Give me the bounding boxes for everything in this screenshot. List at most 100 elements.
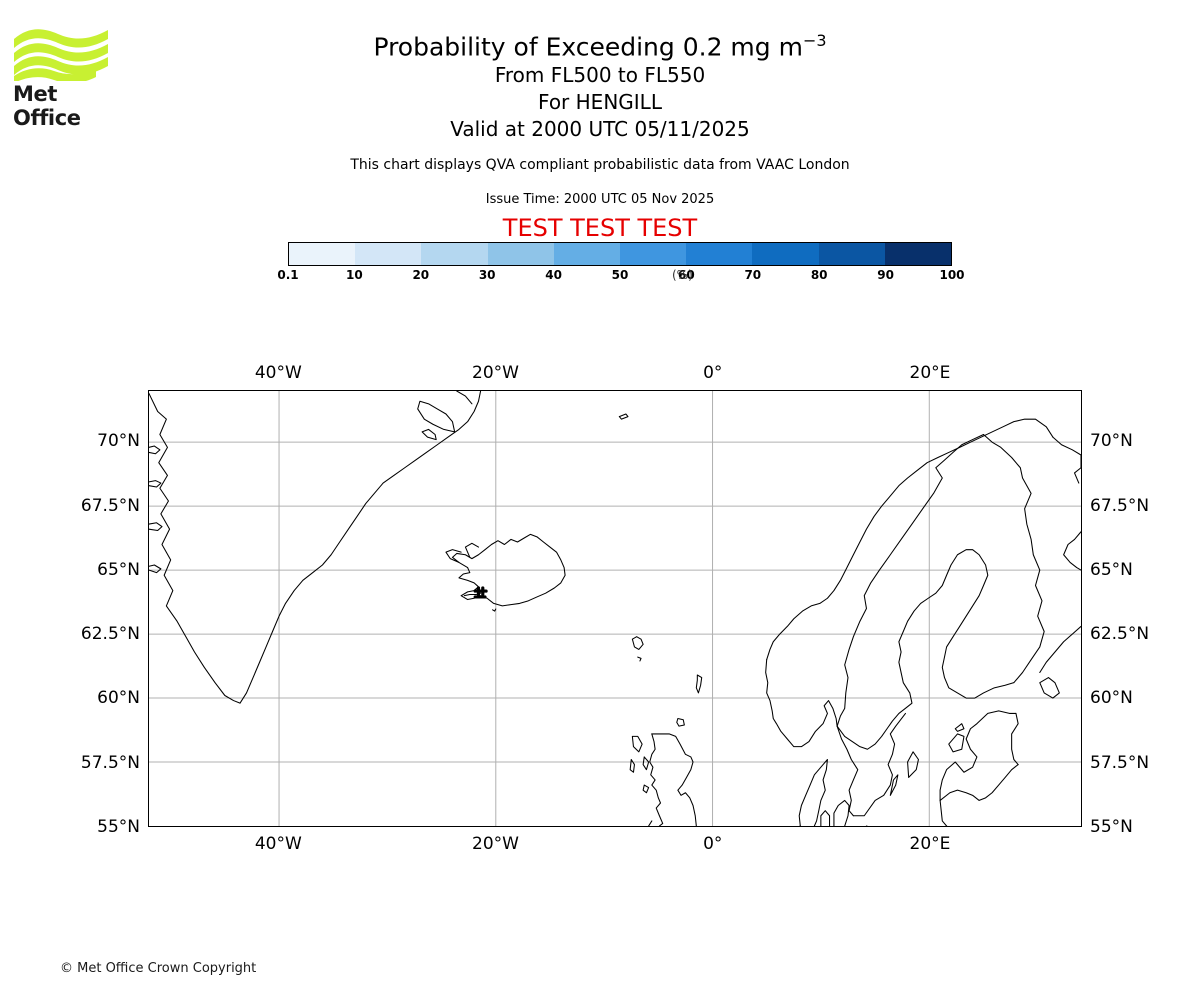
lon-label-bottom-40°W: 40°W (254, 834, 302, 854)
page-title: Probability of Exceeding 0.2 mg m−3 (0, 26, 1200, 62)
colorbar-tick-40: 40 (545, 268, 562, 282)
lat-label-left-60°N: 60°N (97, 688, 140, 709)
coastline-russia-ladoga (1039, 677, 1060, 699)
coastline-hebrides-1 (631, 735, 643, 753)
test-banner: TEST TEST TEST (502, 214, 698, 242)
lat-label-right-62.5°N: 62.5°N (1090, 624, 1150, 645)
map-gridlines (149, 391, 1081, 826)
logo-wave-4 (14, 68, 96, 81)
description-line: This chart displays QVA compliant probab… (350, 157, 850, 173)
colorbar-tick-labels: 0.1 10 20 30 40 50 60 70 80 90 100 (277, 268, 964, 284)
coastline-faroe-2 (637, 656, 642, 662)
valid-time-line: Valid at 2000 UTC 05/11/2025 (450, 117, 750, 141)
colorbar-bands (288, 242, 952, 266)
coastline-sweden-south (836, 725, 859, 817)
map-coastlines (149, 391, 1081, 826)
colorbar-tick-80: 80 (810, 268, 828, 282)
colorbar-band-4 (553, 243, 621, 265)
page-title-exponent: −3 (802, 31, 827, 50)
flight-level-line: From FL500 to FL550 (494, 63, 706, 87)
coastline-latvia-belarus (939, 764, 1019, 801)
coastline-greenland-w3 (149, 522, 163, 531)
coastline-scotland (651, 733, 697, 826)
colorbar-unit-label: (%) (672, 268, 693, 282)
coastline-iceland-nw-b (464, 542, 480, 558)
coastline-iceland-nw-a (445, 549, 462, 563)
coastline-norway-nw (766, 418, 1054, 661)
lat-label-left-62.5°N: 62.5°N (80, 624, 140, 645)
colorbar-tick-30: 30 (478, 268, 496, 282)
page-title-text: Probability of Exceeding 0.2 mg m (373, 32, 803, 62)
coastline-latvia-coast (939, 710, 1017, 801)
lat-label-right-57.5°N: 57.5°N (1090, 752, 1150, 773)
coastline-finland-russia (982, 433, 1045, 684)
logo-wave-1 (14, 29, 108, 48)
lat-label-left-57.5°N: 57.5°N (80, 752, 140, 773)
colorbar-band-3 (487, 243, 554, 265)
coastline-denmark-fyn (820, 810, 831, 826)
colorbar-band-7 (752, 243, 819, 265)
lat-label-left-67.5°N: 67.5°N (80, 495, 140, 516)
copyright-text: © Met Office Crown Copyright (60, 961, 257, 976)
colorbar-band-9 (884, 243, 952, 265)
met-office-logo: Met Office (12, 25, 122, 130)
lon-label-bottom-20°W: 20°W (472, 834, 520, 854)
coastline-lithuania (939, 799, 948, 826)
coastline-greenland-w4 (149, 564, 162, 574)
coastline-norway-sweden-border (836, 433, 985, 727)
coastline-shetland (695, 674, 703, 694)
coastline-mull (642, 784, 650, 794)
colorbar-tick-100: 100 (939, 268, 965, 282)
issue-time-line: Issue Time: 2000 UTC 05 Nov 2025 (485, 192, 715, 207)
coastline-iceland (451, 533, 566, 607)
colorbar: 0.1 10 20 30 40 50 60 70 80 90 100 (277, 242, 965, 282)
lon-label-top-20°E: 20°E (909, 363, 951, 383)
coastline-greenland-w1 (149, 445, 161, 455)
coastline-estonia-hiiumaa (954, 723, 965, 732)
lon-label-top-0°: 0° (703, 363, 723, 383)
colorbar-band-5 (620, 243, 687, 265)
map-plot-area (148, 390, 1082, 827)
coastline-ireland-ne (648, 820, 653, 826)
colorbar-band-2 (421, 243, 488, 265)
coastline-kola-coast (1052, 436, 1081, 484)
coastline-greenland-w2 (149, 480, 162, 488)
coastline-sweden-east (836, 549, 1015, 750)
colorbar-tick-60: 60 (678, 268, 695, 282)
colorbar-band-1 (355, 243, 422, 265)
logo-wave-3 (14, 56, 108, 75)
lat-label-right-70°N: 70°N (1090, 431, 1133, 452)
colorbar-tick-90: 90 (877, 268, 894, 282)
lon-label-top-40°W: 40°W (254, 363, 302, 383)
lat-label-right-67.5°N: 67.5°N (1090, 495, 1150, 516)
lat-label-right-65°N: 65°N (1090, 559, 1133, 580)
coastline-greenland-fjords (456, 391, 473, 405)
coastline-sweden-south-e (852, 712, 907, 817)
coastline-greenland-scoresby (417, 400, 456, 433)
coastline-norway-west (765, 659, 838, 748)
colorbar-band-6 (686, 243, 753, 265)
coastline-russia-east-1 (1039, 625, 1081, 674)
lat-label-right-55°N: 55°N (1090, 817, 1133, 837)
colorbar-band-8 (818, 243, 885, 265)
colorbar-tick-10: 10 (346, 268, 363, 282)
colorbar-tick-70: 70 (744, 268, 762, 282)
lon-label-bottom-0°: 0° (703, 834, 723, 854)
coastline-estonia-saaremaa (948, 733, 965, 753)
coastline-oland (889, 774, 899, 796)
logo-waves-icon (14, 29, 108, 81)
coastline-greenland-east (149, 391, 482, 704)
logo-wave-2 (14, 43, 108, 62)
colorbar-tick-20: 20 (412, 268, 430, 282)
coastline-hebrides-2 (629, 758, 635, 773)
coastline-estonia-russia (1011, 712, 1019, 766)
coastline-russia-white-sea (1063, 531, 1081, 571)
logo-text: Met Office (13, 82, 81, 130)
colorbar-band-0 (289, 243, 356, 265)
lat-label-left-70°N: 70°N (97, 431, 140, 452)
coastline-orkney (676, 717, 685, 727)
coastline-denmark-jutland (798, 758, 828, 826)
coastline-scotland-west (649, 733, 664, 826)
lon-label-bottom-20°E: 20°E (909, 834, 951, 854)
colorbar-tick-50: 50 (611, 268, 629, 282)
